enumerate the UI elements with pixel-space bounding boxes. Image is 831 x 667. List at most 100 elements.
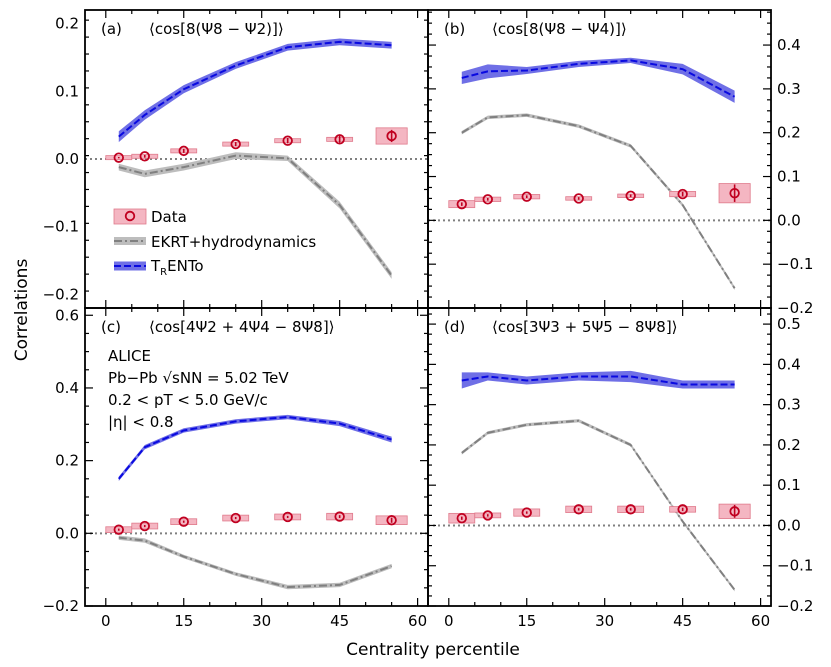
trento-band [118,38,392,143]
x-tick-label: 15 [517,612,536,630]
y-tick-label: 0.6 [55,306,79,324]
x-tick-label: 60 [751,612,770,630]
y-tick-label: −0.2 [43,285,79,303]
y-tick-label: 0.2 [55,452,79,470]
panel-title: ⟨cos[8(Ψ8 − Ψ2)]⟩ [149,20,284,38]
data-point [573,193,584,204]
data-point [334,134,345,145]
data-point [230,138,241,150]
panels: −0.2−0.10.00.10.2 (a) ⟨cos[8(Ψ8 − Ψ2)]⟩−0.… [43,9,813,630]
y-tick-label: −0.2 [43,597,79,615]
panel-b-plot [428,57,771,291]
ekrt-line [461,114,736,289]
x-tick-label: 30 [595,612,614,630]
y-tick-label: 0.2 [777,124,801,142]
panel-tag: (c) [101,318,121,336]
data-point [139,151,150,162]
panel-tag: (b) [444,20,465,38]
panel-tag: (d) [444,318,465,336]
y-axis-label: Correlations [12,259,32,362]
alice-annotation: ALICE Pb−Pb √sNN = 5.02 TeV 0.2 < pT < 5… [108,347,289,431]
legend-data-marker [124,210,136,222]
panel-tag: (a) [101,20,122,38]
data-point [729,506,740,517]
legend: Data EKRT+hydrodynamics TRENTo [113,208,316,278]
panel-a: −0.2 −0.1 0.0 0.1 0.2 (a) ⟨cos[8(Ψ8 − Ψ2)]⟩ [43,9,429,309]
y-tick-label: −0.1 [777,255,813,273]
trento-line [461,375,735,386]
y-tick-label: 0.5 [777,315,801,333]
x-tick-label: 45 [673,612,692,630]
annotation-system: Pb−Pb √sNN = 5.02 TeV [108,369,289,387]
panel-b: −0.2 −0.1 0.0 0.1 0.2 0.3 0.4 (b) ⟨cos[8(Ψ8 − Ψ4… [427,9,813,317]
trento-line [118,40,392,138]
legend-ekrt-label: EKRT+hydrodynamics [151,233,316,251]
data-point [113,152,124,163]
panel-d: 0 15 30 45 60 −0.2 −0.1 0.0 0.1 0.2 0.3 0.4 0.5 (d) ⟨c… [427,307,813,630]
y-tick-label: 0.4 [55,379,79,397]
x-tick-label: 30 [252,612,271,630]
y-tick-label: 0.0 [55,150,79,168]
trento-line [461,59,736,98]
data-point [625,190,636,202]
y-tick-label: 0.3 [777,80,801,98]
panel-title: ⟨cos[8(Ψ8 − Ψ4)]⟩ [492,20,627,38]
data-point [677,504,688,515]
annotation-experiment: ALICE [108,347,151,365]
y-tick-label: −0.1 [43,218,79,236]
x-axis-label: Centrality percentile [346,640,520,660]
y-tick-label: −0.2 [777,597,813,615]
annotation-pt-range: 0.2 < pT < 5.0 GeV/c [108,391,268,409]
y-tick-label: 0.1 [777,476,801,494]
x-tick-label: 15 [174,612,193,630]
ekrt-band [461,419,735,592]
ekrt-line [118,536,392,589]
panel-c-plot [85,414,428,590]
panel-frame [427,307,772,607]
data-point [113,524,124,535]
x-tick-label: 45 [330,612,349,630]
y-tick-label: 0.4 [777,36,801,54]
y-tick-label: 0.1 [777,168,801,186]
data-point [482,510,493,521]
y-tick-label: 0.3 [777,396,801,414]
data-point [456,513,467,524]
trento-band [461,57,735,103]
ekrt-band [461,113,735,291]
data-point [178,516,189,527]
data-point [521,191,532,202]
legend-data-box [113,208,147,225]
trento-band [118,414,392,481]
y-tick-label: 0.4 [777,355,801,373]
data-point [573,504,584,515]
data-point [282,135,293,146]
data-point [386,515,397,526]
data-point [521,507,532,518]
y-tick-label: 0.0 [777,211,801,229]
x-tick-label: 0 [444,612,454,630]
y-tick-label: 0.2 [777,436,801,454]
data-point [625,504,636,515]
y-tick-label: −0.2 [777,299,813,317]
y-tick-label: 0.1 [55,82,79,100]
legend-trento-label: TRENTo [150,257,204,278]
data-point [139,520,150,532]
data-point [178,145,189,157]
panel-title: ⟨cos[4Ψ2 + 4Ψ4 − 8Ψ8]⟩ [149,318,335,336]
annotation-eta-range: |η| < 0.8 [108,413,174,431]
x-tick-label: 0 [101,612,111,630]
data-point [456,198,467,210]
data-point [729,187,740,199]
legend-data-label: Data [151,208,187,226]
panel-d-plot [428,370,771,592]
y-tick-label: 0.0 [55,524,79,542]
data-point [386,130,397,142]
data-point [677,188,688,200]
panel-c: 0 15 30 45 60 −0.2 0.0 0.2 0.4 0.6 (c) ⟨cos[4Ψ2 + 4… [43,306,429,630]
ekrt-line [118,154,393,277]
panel-a-plot [85,38,428,279]
y-tick-label: 0.2 [55,15,79,33]
ekrt-line [461,419,736,591]
panel-title: ⟨cos[3Ψ3 + 5Ψ5 − 8Ψ8]⟩ [492,318,678,336]
